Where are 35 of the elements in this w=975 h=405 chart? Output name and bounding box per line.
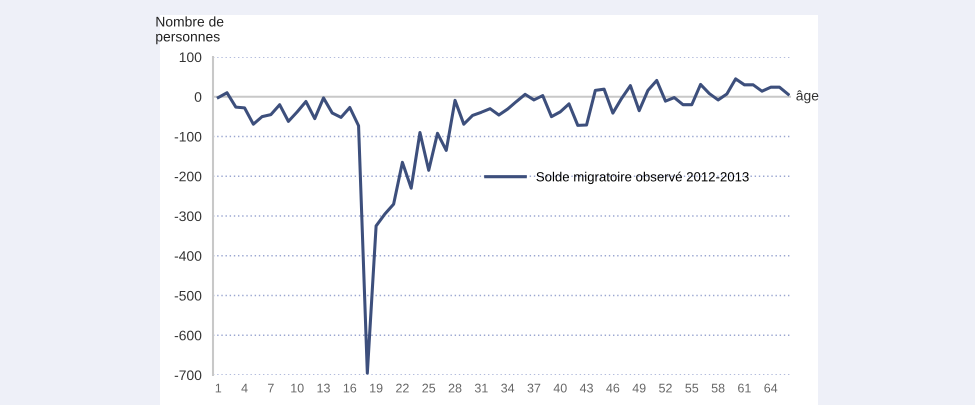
x-tick-label: 43: [580, 384, 593, 393]
x-tick-label: 40: [554, 384, 567, 393]
y-tick-label: -500: [174, 290, 202, 301]
x-tick-label: 16: [344, 384, 356, 393]
x-tick-label: 34: [501, 384, 514, 393]
y-tick-label: -100: [174, 132, 202, 142]
y-tick-label: -200: [174, 172, 202, 182]
x-tick-label: 31: [474, 384, 488, 393]
x-tick-label: 37: [527, 384, 540, 393]
y-tick-label: -400: [174, 251, 202, 261]
x-tick-label: 19: [370, 384, 382, 393]
x-tick-label: 28: [448, 384, 462, 393]
x-tick-label: 25: [422, 384, 436, 393]
y-tick-label: 100: [180, 52, 202, 62]
x-tick-label: 4: [241, 384, 248, 392]
x-tick-label: 55: [685, 384, 698, 393]
legend-label: Solde migratoire observé 2012-2013: [536, 172, 749, 184]
y-tick-label: -700: [174, 370, 202, 380]
y-axis-title: Nombre de personnes: [156, 16, 224, 44]
line-series: [216, 77, 790, 375]
x-axis-title: âge: [796, 90, 818, 104]
x-tick-label: 52: [659, 384, 672, 393]
x-tick-label: 13: [317, 384, 330, 393]
x-tick-label: 64: [764, 384, 778, 393]
x-tick-label: 10: [291, 384, 304, 393]
x-tick-label: 58: [712, 384, 725, 393]
x-tick-label: 49: [632, 384, 646, 393]
x-tick-label: 1: [216, 384, 222, 392]
y-tick-label: -600: [174, 330, 202, 340]
x-tick-label: 22: [396, 384, 409, 392]
x-tick-label: 7: [268, 384, 274, 392]
y-tick-label: -300: [174, 211, 202, 222]
x-tick-label: 61: [738, 384, 751, 393]
x-tick-label: 46: [606, 384, 620, 393]
y-tick-label: 0: [194, 92, 202, 102]
